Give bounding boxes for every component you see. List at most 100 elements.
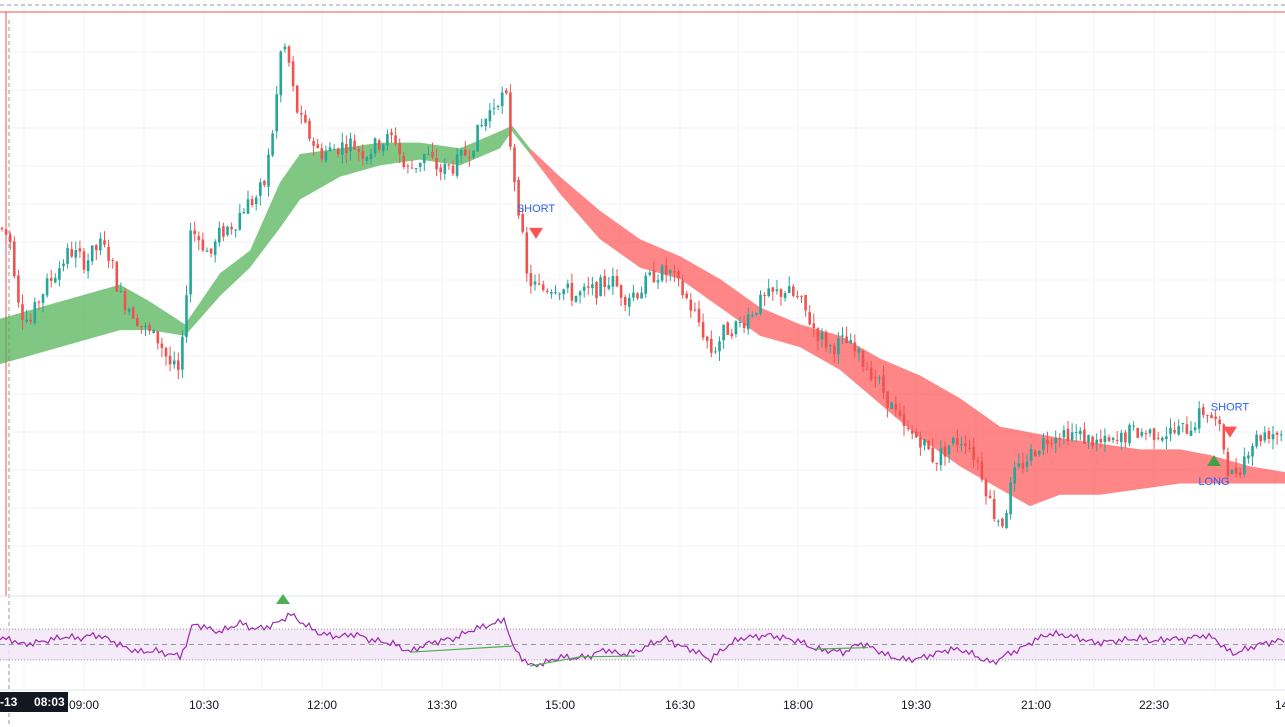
candle-body [673, 271, 676, 273]
candle-body [546, 290, 549, 293]
candle-body [172, 360, 176, 365]
candle-body [677, 271, 680, 279]
candle-body [291, 61, 295, 87]
candle-body [1066, 428, 1070, 442]
candle-body [99, 238, 102, 251]
x-tick-label: 14 [1275, 698, 1285, 712]
candle-body [1197, 408, 1201, 429]
candle-body [66, 248, 69, 264]
candle-body [127, 308, 131, 312]
candle-body [964, 443, 967, 447]
candle-body [1095, 439, 1098, 444]
x-axis: 09:00 10:30 12:00 13:30 15:00 16:30 18:00 19:30… [69, 698, 1285, 712]
candle-body [205, 250, 209, 252]
candle-body [931, 447, 934, 462]
candle-body [349, 138, 352, 152]
crosshair-time: 08:03 [34, 695, 65, 709]
candle-body [1070, 432, 1074, 440]
x-tick-label: 12:00 [307, 698, 337, 712]
candle-body [119, 291, 123, 293]
candle-body [189, 230, 192, 295]
candle-body [525, 232, 529, 274]
candle-body [906, 427, 910, 430]
candle-body [759, 294, 762, 314]
candle-body [849, 340, 852, 344]
candle-body [828, 345, 832, 347]
candle-body [103, 240, 106, 245]
candle-body [386, 134, 389, 146]
candle-body [861, 350, 865, 367]
candle-body [1210, 415, 1213, 419]
candle-body [1222, 424, 1226, 450]
candle-body [86, 260, 90, 272]
candle-body [751, 315, 754, 317]
candle-body [1177, 426, 1180, 435]
candle-body [398, 143, 401, 155]
candle-body [439, 167, 442, 173]
x-tick-label: 22:30 [1139, 698, 1169, 712]
candle-body [263, 180, 266, 186]
candle-body [632, 292, 635, 298]
candle-body [574, 296, 578, 302]
short-signal-marker [529, 227, 543, 239]
candle-body [755, 312, 758, 315]
candle-body [1152, 428, 1156, 440]
candle-body [1128, 425, 1131, 444]
candle-body [468, 157, 471, 159]
candle-body [480, 124, 483, 127]
candle-body [800, 296, 803, 298]
candle-body [1091, 436, 1094, 446]
candle-body [701, 322, 705, 338]
candle-body [947, 445, 951, 455]
candle-body [693, 309, 697, 311]
candle-body [1050, 443, 1053, 445]
candle-body [1234, 467, 1238, 474]
candle-body [1161, 437, 1164, 441]
long-signal-label: LONG [1198, 476, 1229, 488]
candle-body [505, 90, 508, 94]
candle-body [226, 226, 229, 235]
candle-body [599, 277, 602, 297]
candle-body [21, 304, 24, 320]
candle-body [406, 165, 410, 167]
candle-body [636, 293, 639, 299]
candle-body [960, 444, 963, 446]
candle-body [275, 94, 278, 132]
candle-body [8, 234, 12, 243]
candle-body [308, 120, 311, 139]
candle-body [25, 319, 28, 322]
candle-body [1062, 430, 1066, 438]
candle-body [222, 226, 225, 237]
candle-body [185, 295, 188, 337]
candle-body [890, 402, 893, 410]
candle-body [1218, 419, 1221, 425]
candle-body [1033, 450, 1037, 457]
candle-body [607, 285, 611, 289]
candle-body [394, 135, 397, 144]
candle-body [447, 164, 451, 166]
candle-body [328, 147, 332, 151]
candle-body [164, 347, 168, 357]
candle-body [681, 280, 684, 296]
candle-body [345, 143, 348, 154]
candle-body [279, 51, 283, 96]
candle-body [648, 272, 652, 276]
candle-body [78, 248, 82, 252]
candle-body [54, 277, 57, 283]
candle-body [1279, 434, 1283, 436]
candle-body [775, 289, 779, 291]
candle-body [1148, 429, 1152, 434]
candle-body [980, 461, 984, 480]
short-signal-label: SHORT [517, 203, 556, 215]
rsi-divergence-line [579, 655, 636, 658]
rsi-divergence-line [409, 645, 513, 653]
candle-body [615, 276, 619, 287]
candle-body [738, 322, 742, 324]
candle-body [271, 133, 274, 156]
candle-body [943, 446, 947, 457]
candle-body [37, 301, 41, 303]
candle-body [816, 328, 820, 342]
candle-body [1054, 437, 1057, 444]
candle-body [90, 245, 94, 262]
